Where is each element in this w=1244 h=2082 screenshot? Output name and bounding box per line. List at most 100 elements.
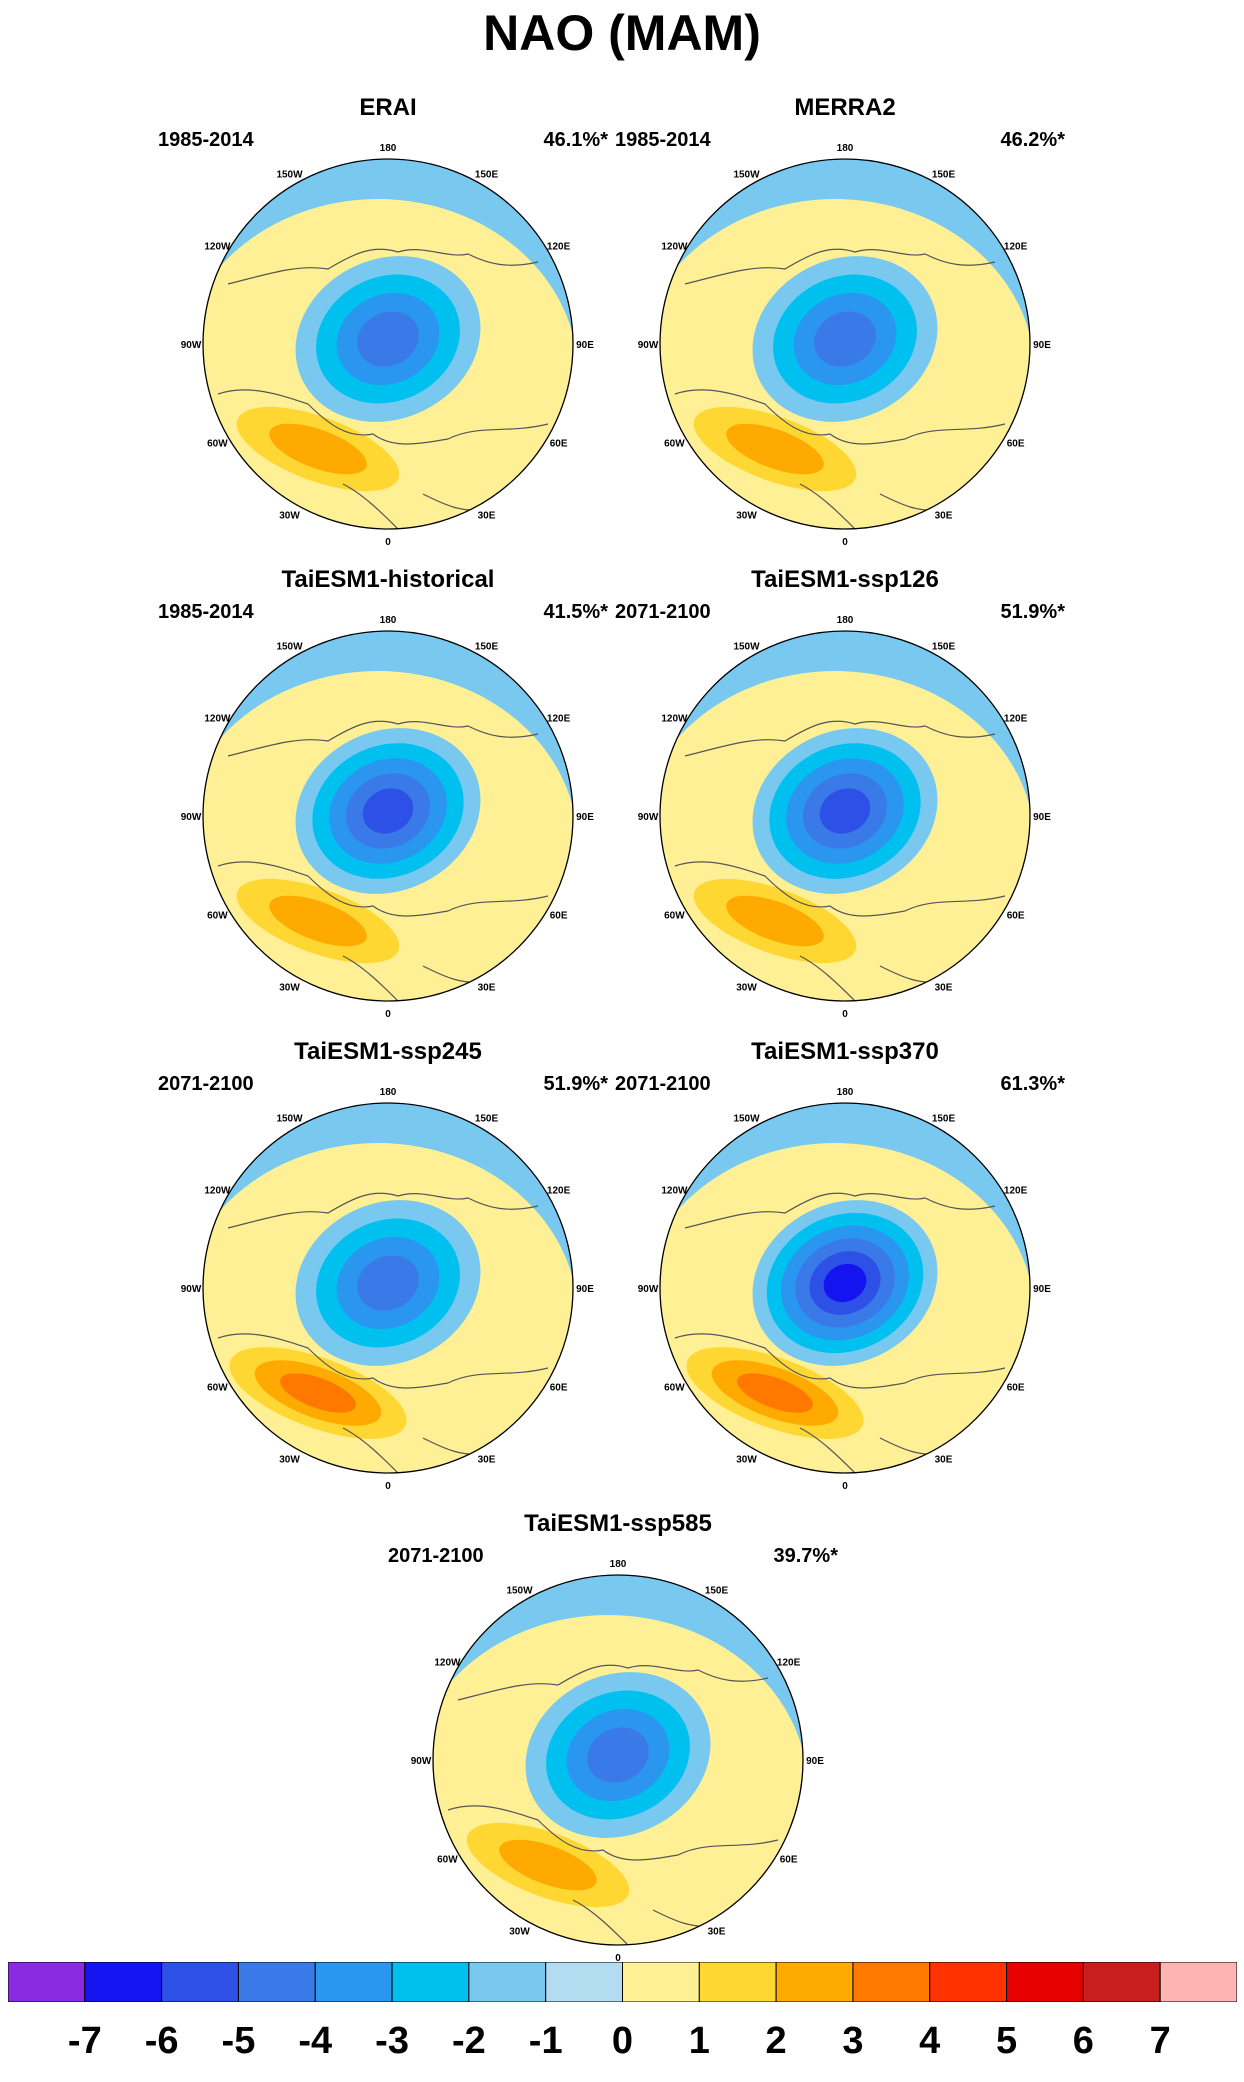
map-boundary: [659, 158, 1031, 530]
map-boundary: [202, 158, 574, 530]
longitude-label: 120W: [204, 242, 231, 253]
longitude-label: 120W: [204, 1186, 231, 1197]
colorbar-swatch: [1159, 1962, 1237, 2002]
panel-period: 1985-2014: [158, 129, 254, 151]
colorbar-tick-label: 3: [842, 2020, 864, 2062]
colorbar-swatch: [237, 1962, 316, 2002]
negative-contour: [357, 311, 419, 367]
polar-map: 180 150E 120E 90E 60E 30E 0 30W 60W 90W 120W 150W: [638, 143, 1052, 548]
panel-period: 2071-2100: [615, 601, 711, 623]
longitude-label: 120W: [661, 242, 688, 253]
longitude-label: 90W: [638, 340, 659, 351]
longitude-label: 120W: [204, 714, 231, 725]
longitude-label: 30W: [736, 983, 757, 994]
longitude-label: 150W: [733, 641, 760, 652]
panel-variance: 41.5%*: [543, 601, 609, 623]
map-panel-merra2: MERRA2 1985-2014 46.2%* 180 150E 120E 90E 60…: [615, 94, 1075, 554]
panel-period: 2071-2100: [615, 1073, 711, 1095]
panel-period: 1985-2014: [615, 129, 711, 151]
map-panel-ssp370: TaiESM1-ssp370 2071-2100 61.3%* 180 150E 1…: [615, 1038, 1075, 1498]
colorbar-swatch: [391, 1962, 470, 2002]
longitude-label: 150W: [276, 1113, 303, 1124]
longitude-label: 90W: [411, 1756, 432, 1767]
map-panel-ssp126: TaiESM1-ssp126 2071-2100 51.9%* 180 150E 1…: [615, 566, 1075, 1026]
negative-contour: [823, 1263, 867, 1303]
colorbar-swatch: [84, 1962, 163, 2002]
polar-map: 180 150E 120E 90E 60E 30E 0 30W 60W 90W 120W 150W: [638, 1087, 1052, 1492]
colorbar-tick-label: 6: [1072, 2020, 1094, 2062]
panel-title: TaiESM1-ssp585: [524, 1510, 712, 1537]
longitude-label: 150W: [276, 641, 303, 652]
longitude-label: 30W: [736, 1455, 757, 1466]
longitude-label: 30E: [708, 1927, 726, 1938]
longitude-label: 180: [837, 143, 854, 154]
panel-title: MERRA2: [794, 94, 896, 121]
panel-variance: 39.7%*: [773, 1545, 839, 1567]
longitude-label: 90W: [181, 812, 202, 823]
longitude-label: 150E: [932, 641, 956, 652]
negative-contour: [814, 311, 876, 367]
longitude-label: 180: [380, 1087, 397, 1098]
longitude-label: 0: [385, 537, 391, 548]
longitude-label: 60W: [664, 1383, 685, 1394]
longitude-label: 60E: [1007, 911, 1025, 922]
polar-map: 180 150E 120E 90E 60E 30E 0 30W 60W 90W 120W 150W: [181, 615, 595, 1020]
longitude-label: 60E: [550, 911, 568, 922]
longitude-label: 60E: [1007, 1383, 1025, 1394]
coastline: [217, 720, 549, 1001]
longitude-label: 60E: [780, 1855, 798, 1866]
colorbar-labels: -7 -6 -5 -4 -3 -2 -1 0 1 2 3 4 5 6 7: [0, 2020, 1244, 2070]
colorbar-swatch: [8, 1962, 86, 2002]
longitude-label: 90E: [576, 812, 594, 823]
longitude-label: 120E: [547, 242, 571, 253]
longitude-label: 90E: [1033, 340, 1051, 351]
longitude-label: 150W: [733, 169, 760, 180]
map-boundary: [432, 1574, 804, 1946]
coastline: [674, 248, 1006, 529]
colorbar-tick-label: 4: [919, 2020, 941, 2062]
map-boundary: [659, 1102, 1031, 1474]
panel-title: TaiESM1-ssp245: [294, 1038, 482, 1065]
longitude-label: 90E: [1033, 812, 1051, 823]
longitude-label: 150E: [705, 1585, 729, 1596]
colorbar-tick-label: -2: [451, 2020, 486, 2062]
positive-contour: [269, 895, 367, 947]
longitude-label: 120E: [777, 1658, 801, 1669]
longitude-label: 90W: [181, 340, 202, 351]
longitude-label: 150W: [506, 1585, 533, 1596]
longitude-label: 30E: [478, 1455, 496, 1466]
coastline: [674, 720, 1006, 1001]
colorbar-tick-label: -5: [221, 2020, 256, 2062]
longitude-label: 30W: [279, 511, 300, 522]
colorbar-swatch: [852, 1962, 931, 2002]
colorbar-tick-label: 0: [611, 2020, 634, 2062]
colorbar-swatch: [775, 1962, 854, 2002]
panel-variance: 46.1%*: [543, 129, 609, 151]
map-boundary: [202, 630, 574, 1002]
negative-contour: [819, 788, 871, 834]
colorbar-tick-label: -6: [144, 2020, 179, 2062]
longitude-label: 90E: [806, 1756, 824, 1767]
panel-title: TaiESM1-ssp370: [751, 1038, 939, 1065]
longitude-label: 180: [837, 1087, 854, 1098]
positive-contour: [280, 1373, 356, 1413]
map-panel-historical: TaiESM1-historical 1985-2014 41.5%* 180 1…: [158, 566, 618, 1026]
colorbar-tick-label: -3: [375, 2020, 409, 2062]
longitude-label: 90W: [638, 1284, 659, 1295]
longitude-label: 60W: [207, 1383, 228, 1394]
colorbar-tick-label: -1: [528, 2020, 563, 2062]
longitude-label: 0: [615, 1953, 621, 1964]
colorbar-tick-label: 2: [765, 2020, 787, 2062]
positive-contour: [726, 895, 824, 947]
colorbar-tick-label: 5: [995, 2020, 1018, 2062]
longitude-label: 180: [610, 1559, 627, 1570]
longitude-label: 60E: [550, 439, 568, 450]
longitude-label: 60W: [437, 1855, 458, 1866]
colorbar-swatch: [1006, 1962, 1084, 2002]
colorbar-swatch: [161, 1962, 239, 2002]
longitude-label: 120E: [1004, 242, 1028, 253]
longitude-label: 60W: [207, 439, 228, 450]
colorbar-swatch: [1082, 1962, 1161, 2002]
longitude-label: 30E: [935, 511, 953, 522]
negative-contour: [587, 1727, 649, 1783]
